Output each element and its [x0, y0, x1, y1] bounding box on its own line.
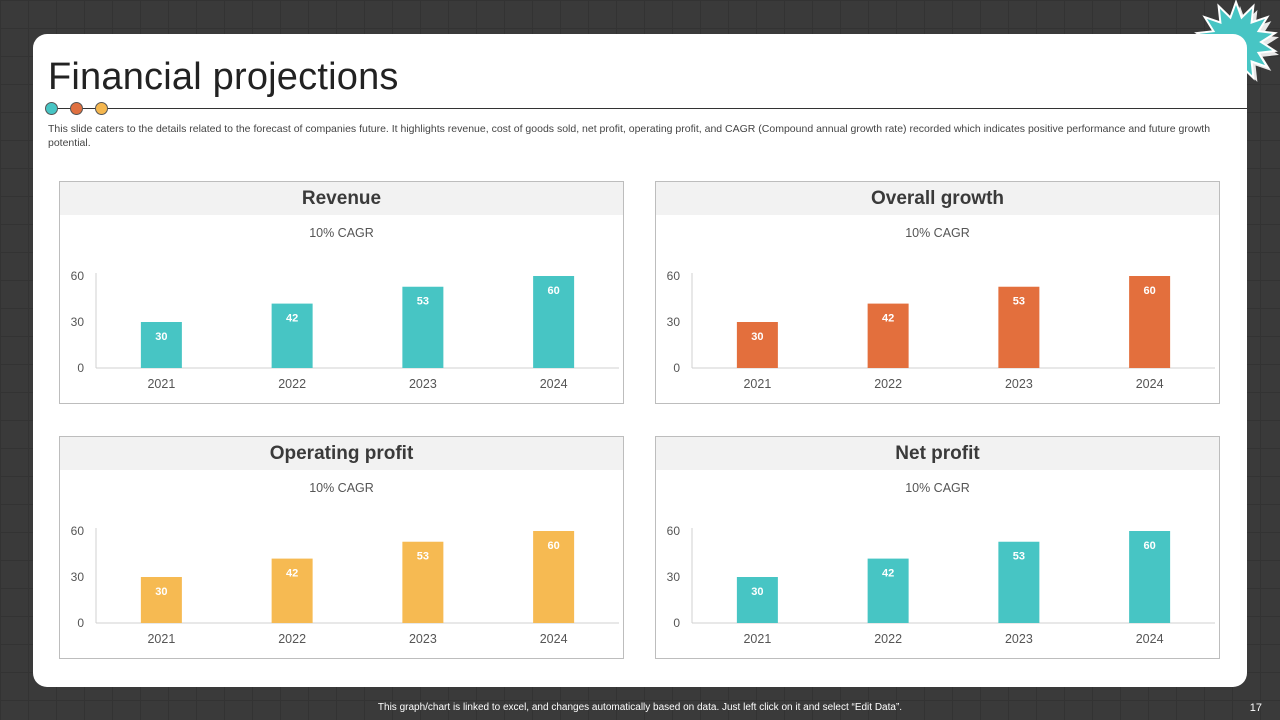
data-label-2023: 53: [1013, 296, 1025, 308]
chart-panel-operating-profit[interactable]: Operating profit 10% CAGR 0 30 60 30 2021 42 20…: [59, 436, 624, 659]
chart-title-overall-growth: Overall growth: [656, 182, 1219, 215]
data-label-2024: 60: [548, 540, 560, 552]
x-tick-label-2021: 2021: [743, 632, 771, 646]
data-label-2021: 30: [155, 331, 167, 343]
x-tick-label-2023: 2023: [1005, 632, 1033, 646]
bar-2021[interactable]: [736, 322, 778, 368]
chart-net-profit[interactable]: 10% CAGR 0 30 60 30 2021 42 2022 53 2023 60 2024: [656, 470, 1219, 658]
x-tick-label-2024: 2024: [540, 632, 568, 646]
data-label-2022: 42: [286, 568, 298, 580]
x-tick-label-2022: 2022: [874, 377, 902, 391]
chart-overall-growth[interactable]: 10% CAGR 0 30 60 30 2021 42 2022 53 2023 60 2024: [656, 215, 1219, 403]
y-tick-label: 30: [71, 570, 85, 584]
slide-description: This slide caters to the details related…: [48, 123, 1211, 149]
y-tick-label: 30: [71, 315, 85, 329]
bar-2021[interactable]: [140, 577, 182, 623]
bar-2024[interactable]: [1129, 531, 1171, 623]
bar-2023[interactable]: [402, 541, 444, 623]
chart-subtitle: 10% CAGR: [905, 226, 970, 240]
y-tick-label: 0: [673, 616, 680, 630]
x-tick-label-2021: 2021: [147, 377, 175, 391]
bar-2021[interactable]: [140, 322, 182, 368]
chart-title-revenue: Revenue: [60, 182, 623, 215]
decorative-dot-2: [70, 102, 83, 115]
chart-operating-profit[interactable]: 10% CAGR 0 30 60 30 2021 42 2022 53 2023 60 2024: [60, 470, 623, 658]
y-tick-label: 60: [71, 269, 85, 283]
chart-subtitle: 10% CAGR: [309, 481, 374, 495]
chart-revenue[interactable]: 10% CAGR 0 30 60 30 2021 42 2022 53 2023 60 2024: [60, 215, 623, 403]
data-label-2021: 30: [751, 586, 763, 598]
data-label-2021: 30: [155, 586, 167, 598]
bar-2024[interactable]: [533, 276, 575, 368]
data-label-2022: 42: [286, 313, 298, 325]
chart-title-operating-profit: Operating profit: [60, 437, 623, 470]
data-label-2022: 42: [882, 313, 894, 325]
x-tick-label-2022: 2022: [278, 377, 306, 391]
x-tick-label-2023: 2023: [409, 377, 437, 391]
data-label-2021: 30: [751, 331, 763, 343]
x-tick-label-2024: 2024: [1136, 632, 1164, 646]
bar-2024[interactable]: [533, 531, 575, 623]
footnote: This graph/chart is linked to excel, and…: [377, 702, 903, 713]
y-tick-label: 0: [77, 361, 84, 375]
decorative-dot-1: [45, 102, 58, 115]
chart-panel-net-profit[interactable]: Net profit 10% CAGR 0 30 60 30 2021 42 2022 53 20…: [655, 436, 1220, 659]
y-tick-label: 30: [667, 570, 681, 584]
page-title: Financial projections: [48, 56, 399, 98]
decorative-dot-3: [95, 102, 108, 115]
data-label-2022: 42: [882, 568, 894, 580]
x-tick-label-2024: 2024: [1136, 377, 1164, 391]
slide-card: Financial projections This slide caters …: [33, 34, 1247, 687]
bar-2023[interactable]: [998, 541, 1040, 623]
page-number: 17: [1249, 702, 1262, 714]
x-tick-label-2021: 2021: [147, 632, 175, 646]
bar-2021[interactable]: [736, 577, 778, 623]
bar-2023[interactable]: [402, 286, 444, 368]
y-tick-label: 30: [667, 315, 681, 329]
chart-subtitle: 10% CAGR: [905, 481, 970, 495]
x-tick-label-2023: 2023: [1005, 377, 1033, 391]
y-tick-label: 60: [667, 269, 681, 283]
chart-panel-revenue[interactable]: Revenue 10% CAGR 0 30 60 30 2021 42 2022 53 2023 6…: [59, 181, 624, 404]
y-tick-label: 60: [71, 524, 85, 538]
x-tick-label-2021: 2021: [743, 377, 771, 391]
x-tick-label-2022: 2022: [278, 632, 306, 646]
data-label-2023: 53: [417, 551, 429, 563]
bar-2022[interactable]: [867, 558, 909, 623]
chart-subtitle: 10% CAGR: [309, 226, 374, 240]
x-tick-label-2023: 2023: [409, 632, 437, 646]
title-divider: [48, 108, 1247, 109]
y-tick-label: 60: [667, 524, 681, 538]
x-tick-label-2022: 2022: [874, 632, 902, 646]
bar-2022[interactable]: [271, 303, 313, 368]
chart-panel-overall-growth[interactable]: Overall growth 10% CAGR 0 30 60 30 2021 42 2022…: [655, 181, 1220, 404]
bar-2023[interactable]: [998, 286, 1040, 368]
data-label-2024: 60: [548, 285, 560, 297]
y-tick-label: 0: [77, 616, 84, 630]
bar-2022[interactable]: [867, 303, 909, 368]
bar-2024[interactable]: [1129, 276, 1171, 368]
data-label-2024: 60: [1144, 285, 1156, 297]
chart-title-net-profit: Net profit: [656, 437, 1219, 470]
data-label-2023: 53: [417, 296, 429, 308]
y-tick-label: 0: [673, 361, 680, 375]
data-label-2023: 53: [1013, 551, 1025, 563]
bar-2022[interactable]: [271, 558, 313, 623]
x-tick-label-2024: 2024: [540, 377, 568, 391]
data-label-2024: 60: [1144, 540, 1156, 552]
